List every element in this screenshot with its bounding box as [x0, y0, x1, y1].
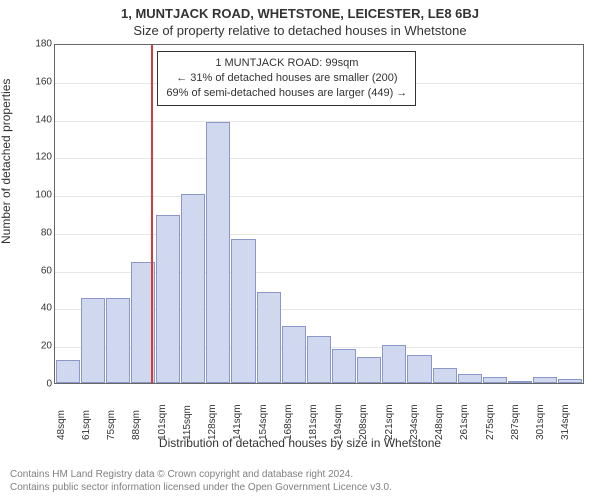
footer-line1: Contains HM Land Registry data © Crown c… — [10, 468, 392, 481]
x-tick: 234sqm — [409, 404, 420, 440]
footer-attribution: Contains HM Land Registry data © Crown c… — [10, 468, 392, 494]
histogram-bar — [458, 374, 482, 383]
title-address: 1, MUNTJACK ROAD, WHETSTONE, LEICESTER, … — [0, 6, 600, 21]
histogram-bar — [382, 345, 406, 383]
histogram-bar — [106, 298, 130, 383]
annotation-line1: 1 MUNTJACK ROAD: 99sqm — [166, 56, 407, 71]
y-tick: 100 — [28, 190, 52, 201]
x-tick: 261sqm — [459, 404, 470, 440]
histogram-bar — [357, 357, 381, 383]
histogram-bar — [156, 215, 180, 383]
reference-vline — [151, 45, 153, 383]
y-tick: 0 — [28, 379, 52, 390]
x-tick: 314sqm — [560, 404, 571, 440]
histogram-bar — [508, 381, 532, 383]
y-tick: 40 — [28, 303, 52, 314]
x-tick: 221sqm — [384, 404, 395, 440]
title-subtitle: Size of property relative to detached ho… — [0, 23, 600, 38]
annotation-line2: ← 31% of detached houses are smaller (20… — [166, 71, 407, 86]
x-tick: 101sqm — [157, 404, 168, 440]
histogram-bar — [81, 298, 105, 383]
histogram-bar — [257, 292, 281, 383]
x-tick: 141sqm — [232, 404, 243, 440]
histogram-bar — [483, 377, 507, 383]
y-tick: 180 — [28, 39, 52, 50]
chart-area: Number of detached properties 0 20 40 60 80 1… — [0, 44, 600, 444]
histogram-bar — [407, 355, 431, 383]
x-tick: 194sqm — [333, 404, 344, 440]
x-axis-label: Distribution of detached houses by size … — [0, 436, 600, 450]
histogram-bar — [206, 122, 230, 383]
y-tick: 120 — [28, 152, 52, 163]
y-tick-labels: 020406080100120140160180 — [28, 44, 52, 384]
x-tick: 115sqm — [182, 405, 193, 440]
histogram-bar — [56, 360, 80, 383]
annotation-line3: 69% of semi-detached houses are larger (… — [166, 86, 407, 101]
histogram-bar — [231, 239, 255, 383]
plot-region: 1 MUNTJACK ROAD: 99sqm ← 31% of detached… — [54, 44, 584, 384]
x-tick-labels: 48sqm61sqm75sqm88sqm101sqm115sqm128sqm14… — [54, 386, 584, 436]
x-tick: 128sqm — [207, 404, 218, 440]
histogram-bar — [558, 379, 582, 383]
histogram-bar — [433, 368, 457, 383]
y-tick: 60 — [28, 265, 52, 276]
x-tick: 181sqm — [308, 404, 319, 440]
y-axis-label: Number of detached properties — [0, 79, 13, 244]
x-tick: 248sqm — [434, 404, 445, 440]
x-tick: 301sqm — [535, 404, 546, 440]
histogram-bar — [533, 377, 557, 383]
x-tick: 154sqm — [258, 404, 269, 440]
footer-line2: Contains public sector information licen… — [10, 481, 392, 494]
histogram-bar — [307, 336, 331, 383]
x-tick: 275sqm — [485, 404, 496, 440]
y-tick: 140 — [28, 114, 52, 125]
x-tick: 287sqm — [510, 404, 521, 440]
x-tick: 168sqm — [283, 404, 294, 440]
y-tick: 160 — [28, 76, 52, 87]
histogram-bar — [332, 349, 356, 383]
annotation-box: 1 MUNTJACK ROAD: 99sqm ← 31% of detached… — [157, 51, 416, 106]
chart-title-block: 1, MUNTJACK ROAD, WHETSTONE, LEICESTER, … — [0, 0, 600, 38]
x-tick: 208sqm — [358, 404, 369, 440]
histogram-bar — [181, 194, 205, 383]
y-tick: 80 — [28, 227, 52, 238]
y-tick: 20 — [28, 341, 52, 352]
histogram-bar — [282, 326, 306, 383]
